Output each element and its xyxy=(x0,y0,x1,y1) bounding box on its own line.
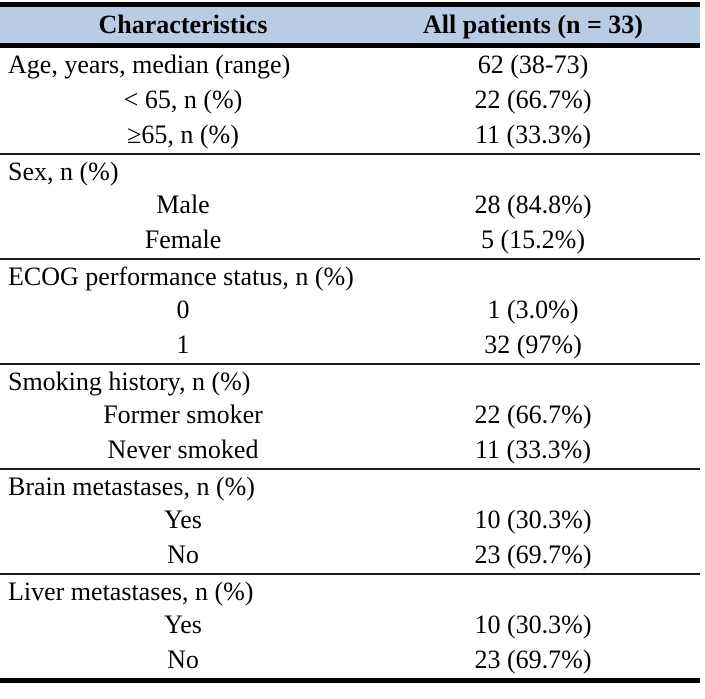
row-value: 32 (97%) xyxy=(484,330,582,359)
table-row: No 23 (69.7%) xyxy=(0,538,700,573)
row-value: 11 (33.3%) xyxy=(474,435,591,464)
row-value xyxy=(366,155,700,188)
row-value: 1 (3.0%) xyxy=(487,295,579,324)
table-row: Yes 10 (30.3%) xyxy=(0,608,700,643)
header-all-patients: All patients (n = 33) xyxy=(423,10,643,39)
row-label: Age, years, median (range) xyxy=(8,50,291,79)
patient-characteristics-table: Characteristics All patients (n = 33) Ag… xyxy=(0,2,700,683)
row-label: Male xyxy=(156,190,210,219)
row-label: Sex, n (%) xyxy=(8,157,119,186)
row-label: 0 xyxy=(176,295,190,324)
row-value: 5 (15.2%) xyxy=(481,225,585,254)
row-value: 10 (30.3%) xyxy=(474,610,592,639)
table-row: Never smoked 11 (33.3%) xyxy=(0,433,700,468)
row-value: 22 (66.7%) xyxy=(474,400,592,429)
row-label: Smoking history, n (%) xyxy=(8,367,251,396)
row-label: 1 xyxy=(176,330,190,359)
table-row: ECOG performance status, n (%) xyxy=(0,258,700,293)
row-label: Yes xyxy=(164,505,202,534)
table-body: Characteristics All patients (n = 33) Ag… xyxy=(0,2,700,683)
row-label: Female xyxy=(144,225,222,254)
table-row: No 23 (69.7%) xyxy=(0,643,700,678)
row-value: 28 (84.8%) xyxy=(474,190,592,219)
row-value: 62 (38-73) xyxy=(477,50,589,79)
table-row: Sex, n (%) xyxy=(0,153,700,188)
row-label: No xyxy=(167,645,199,674)
row-value: 23 (69.7%) xyxy=(474,540,592,569)
table-row: Smoking history, n (%) xyxy=(0,363,700,398)
row-value xyxy=(366,365,700,398)
row-label: < 65, n (%) xyxy=(123,85,243,114)
table-row: < 65, n (%) 22 (66.7%) xyxy=(0,83,700,118)
row-value: 23 (69.7%) xyxy=(474,645,592,674)
row-label: Former smoker xyxy=(103,400,263,429)
row-value xyxy=(366,260,700,293)
row-value xyxy=(366,470,700,503)
row-label: Never smoked xyxy=(107,435,259,464)
row-value: 22 (66.7%) xyxy=(474,85,592,114)
table-row: 0 1 (3.0%) xyxy=(0,293,700,328)
table-row: Brain metastases, n (%) xyxy=(0,468,700,503)
table-row: Liver metastases, n (%) xyxy=(0,573,700,608)
row-label: ≥65, n (%) xyxy=(127,120,239,149)
table-row: Yes 10 (30.3%) xyxy=(0,503,700,538)
row-label: No xyxy=(167,540,199,569)
row-value: 11 (33.3%) xyxy=(474,120,591,149)
table-row: 1 32 (97%) xyxy=(0,328,700,363)
table-row: ≥65, n (%) 11 (33.3%) xyxy=(0,118,700,153)
table-row: Age, years, median (range) 62 (38-73) xyxy=(0,48,700,83)
row-label: Liver metastases, n (%) xyxy=(8,577,254,606)
row-label: Brain metastases, n (%) xyxy=(8,472,255,501)
row-label: ECOG performance status, n (%) xyxy=(8,262,354,291)
table-row: Former smoker 22 (66.7%) xyxy=(0,398,700,433)
row-label: Yes xyxy=(164,610,202,639)
table-header-row: Characteristics All patients (n = 33) xyxy=(0,7,700,48)
row-value: 10 (30.3%) xyxy=(474,505,592,534)
table-row: Female 5 (15.2%) xyxy=(0,223,700,258)
row-value xyxy=(366,575,700,608)
table-row: Male 28 (84.8%) xyxy=(0,188,700,223)
header-characteristics: Characteristics xyxy=(98,10,268,39)
